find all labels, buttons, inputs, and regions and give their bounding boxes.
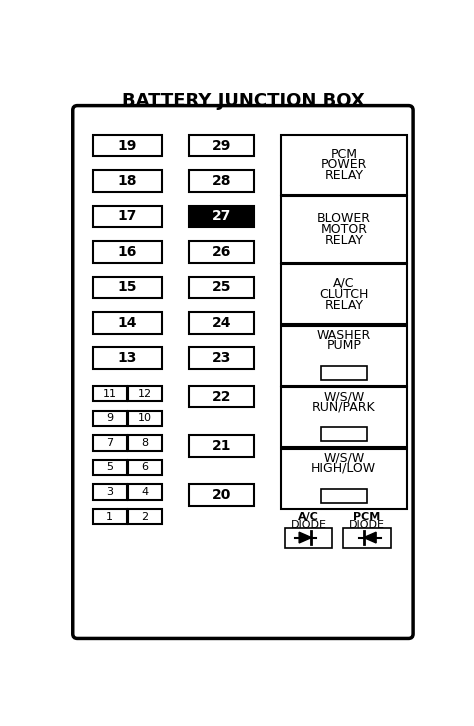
Bar: [128, 410, 162, 426]
Text: MOTOR: MOTOR: [320, 223, 367, 236]
Bar: [281, 264, 407, 325]
Text: RUN/PARK: RUN/PARK: [312, 400, 375, 413]
Text: BLOWER: BLOWER: [317, 212, 371, 225]
Text: 19: 19: [118, 139, 137, 152]
Bar: [128, 435, 162, 451]
Bar: [189, 205, 255, 227]
Text: POWER: POWER: [320, 158, 367, 171]
Text: 21: 21: [212, 439, 231, 453]
Text: WASHER: WASHER: [317, 329, 371, 341]
Bar: [281, 326, 407, 386]
Bar: [93, 241, 162, 263]
Text: 4: 4: [142, 487, 149, 497]
Bar: [189, 435, 255, 457]
Text: 27: 27: [212, 210, 231, 224]
Text: W/S/W: W/S/W: [323, 390, 365, 403]
Text: 1: 1: [106, 512, 113, 522]
FancyBboxPatch shape: [73, 105, 413, 638]
Text: PUMP: PUMP: [327, 338, 361, 351]
Bar: [93, 410, 127, 426]
Bar: [93, 386, 127, 401]
Bar: [189, 484, 255, 506]
Text: 13: 13: [118, 351, 137, 365]
Bar: [321, 489, 367, 503]
Bar: [321, 366, 367, 380]
Text: 12: 12: [138, 388, 152, 399]
Text: 8: 8: [142, 438, 149, 448]
Text: 5: 5: [106, 462, 113, 473]
Text: PCM: PCM: [330, 147, 357, 160]
Bar: [281, 135, 407, 195]
Text: PCM: PCM: [353, 512, 381, 522]
Polygon shape: [364, 532, 376, 543]
Bar: [281, 197, 407, 263]
Text: 16: 16: [118, 245, 137, 259]
Bar: [189, 135, 255, 156]
Bar: [189, 241, 255, 263]
Text: 20: 20: [212, 488, 231, 502]
Text: 28: 28: [212, 174, 231, 188]
Bar: [189, 171, 255, 192]
Text: 7: 7: [106, 438, 113, 448]
Bar: [93, 484, 127, 499]
Text: 3: 3: [106, 487, 113, 497]
Bar: [128, 484, 162, 499]
Text: DIODE: DIODE: [291, 521, 327, 530]
Bar: [93, 509, 127, 524]
Text: 23: 23: [212, 351, 231, 365]
Text: RELAY: RELAY: [324, 234, 363, 247]
Text: 24: 24: [212, 316, 231, 330]
Text: 15: 15: [118, 280, 137, 294]
Bar: [321, 428, 367, 441]
Bar: [189, 312, 255, 333]
Bar: [189, 386, 255, 407]
Bar: [281, 449, 407, 509]
Text: 11: 11: [103, 388, 117, 399]
Text: 17: 17: [118, 210, 137, 224]
Bar: [284, 528, 332, 547]
Bar: [93, 205, 162, 227]
Text: 9: 9: [106, 413, 113, 423]
Bar: [93, 171, 162, 192]
Bar: [93, 435, 127, 451]
Text: RELAY: RELAY: [324, 169, 363, 182]
Text: A/C: A/C: [333, 277, 355, 290]
Bar: [93, 135, 162, 156]
Bar: [343, 528, 391, 547]
Bar: [128, 386, 162, 401]
Text: 2: 2: [142, 512, 149, 522]
Text: HIGH/LOW: HIGH/LOW: [311, 462, 376, 475]
Bar: [93, 347, 162, 369]
Text: 29: 29: [212, 139, 231, 152]
Text: RELAY: RELAY: [324, 298, 363, 311]
Bar: [93, 312, 162, 333]
Text: 25: 25: [212, 280, 231, 294]
Text: 22: 22: [212, 390, 231, 404]
Text: 10: 10: [138, 413, 152, 423]
Bar: [189, 347, 255, 369]
Text: 14: 14: [118, 316, 137, 330]
Bar: [93, 460, 127, 476]
Text: 26: 26: [212, 245, 231, 259]
Bar: [128, 509, 162, 524]
Bar: [281, 388, 407, 447]
Text: W/S/W: W/S/W: [323, 452, 365, 465]
Bar: [128, 460, 162, 476]
Bar: [189, 277, 255, 298]
Text: A/C: A/C: [298, 512, 319, 522]
Text: DIODE: DIODE: [349, 521, 385, 530]
Text: 18: 18: [118, 174, 137, 188]
Text: 6: 6: [142, 462, 149, 473]
Polygon shape: [299, 532, 311, 543]
Text: BATTERY JUNCTION BOX: BATTERY JUNCTION BOX: [121, 92, 365, 110]
Text: CLUTCH: CLUTCH: [319, 287, 368, 301]
Bar: [93, 277, 162, 298]
